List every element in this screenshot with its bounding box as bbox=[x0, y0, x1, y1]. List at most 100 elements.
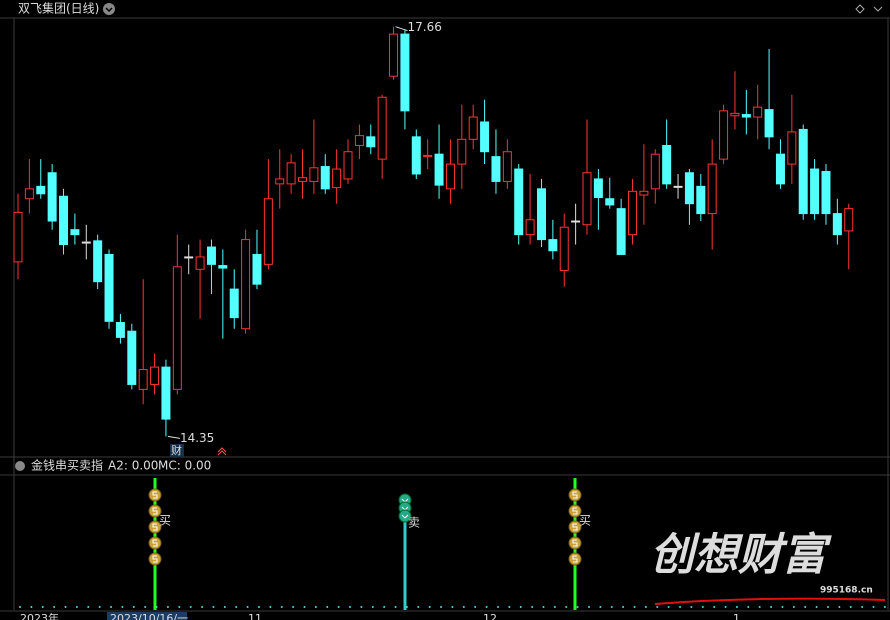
high-label: 17.66 bbox=[408, 20, 442, 34]
candle-body bbox=[389, 33, 399, 77]
baseline-dot bbox=[87, 606, 90, 608]
candle-body bbox=[13, 211, 23, 263]
low-pointer bbox=[167, 435, 181, 439]
baseline-dot bbox=[292, 606, 295, 608]
candle-body bbox=[673, 185, 683, 188]
baseline-dot bbox=[269, 606, 272, 608]
candle-body bbox=[354, 135, 364, 147]
baseline-dot bbox=[337, 606, 340, 608]
baseline-dot bbox=[110, 606, 113, 608]
candle-body bbox=[480, 121, 490, 153]
baseline-dot bbox=[508, 606, 511, 608]
candle-body bbox=[229, 288, 239, 319]
candle-body bbox=[719, 110, 729, 160]
baseline-dot bbox=[861, 606, 864, 608]
baseline-dot bbox=[314, 606, 317, 608]
baseline-dot bbox=[428, 606, 431, 608]
candle-body bbox=[24, 188, 34, 200]
baseline-dot bbox=[75, 606, 78, 608]
candle-body bbox=[309, 167, 319, 182]
coin-mark bbox=[572, 507, 578, 515]
candle-body bbox=[275, 178, 285, 185]
candle-body bbox=[832, 213, 842, 236]
baseline-dot bbox=[201, 606, 204, 608]
candle-body bbox=[628, 190, 638, 236]
baseline-dot bbox=[223, 606, 226, 608]
baseline-dot bbox=[701, 606, 704, 608]
candle-body bbox=[468, 116, 478, 140]
candle-body bbox=[81, 241, 91, 244]
coin-mark bbox=[152, 523, 158, 531]
candle-body bbox=[184, 256, 194, 259]
baseline-dot bbox=[383, 606, 386, 608]
diamond-icon[interactable] bbox=[855, 4, 865, 14]
signal-label: 买 bbox=[579, 514, 591, 528]
baseline-dot bbox=[542, 606, 545, 608]
candle-body bbox=[366, 136, 376, 148]
baseline-dot bbox=[326, 606, 329, 608]
baseline-dot bbox=[667, 606, 670, 608]
candle-body bbox=[696, 185, 706, 215]
watermark-stroke bbox=[654, 597, 886, 605]
candle-body bbox=[104, 253, 114, 322]
baseline-dot bbox=[405, 606, 408, 608]
candle-body bbox=[798, 128, 808, 215]
candle-body bbox=[753, 106, 763, 118]
baseline-dot bbox=[121, 606, 124, 608]
candle-body bbox=[127, 330, 137, 385]
marker-box[interactable] bbox=[170, 444, 184, 457]
candle-body bbox=[138, 369, 148, 390]
coin-mark bbox=[152, 491, 158, 499]
candle-body bbox=[298, 177, 307, 182]
sell-chevron bbox=[401, 514, 409, 519]
indicator-a2: A2: 0.00 bbox=[108, 459, 158, 473]
indicator-name: 金钱串买卖指 bbox=[31, 458, 103, 473]
candle-body bbox=[844, 208, 854, 232]
coin-mark bbox=[152, 555, 158, 563]
candle-body bbox=[263, 198, 273, 265]
candle-body bbox=[377, 96, 387, 160]
baseline-dot bbox=[371, 606, 374, 608]
baseline-dot bbox=[41, 606, 44, 608]
candle-body bbox=[536, 188, 546, 241]
indicator-dropdown[interactable] bbox=[15, 461, 25, 471]
title-dropdown[interactable] bbox=[103, 3, 115, 15]
candle-body bbox=[502, 151, 512, 182]
candle-body bbox=[730, 112, 740, 117]
candle-body bbox=[206, 246, 216, 265]
baseline-dot bbox=[599, 606, 602, 608]
candle-body bbox=[514, 168, 524, 236]
baseline-dot bbox=[19, 606, 21, 608]
candle-body bbox=[810, 168, 820, 215]
coin-mark bbox=[572, 555, 578, 563]
baseline-dot bbox=[838, 606, 841, 608]
candle-body bbox=[320, 166, 330, 190]
baseline-dot bbox=[496, 606, 499, 608]
candle-body bbox=[491, 156, 501, 182]
baseline-dot bbox=[257, 606, 260, 608]
candle-body bbox=[343, 151, 353, 180]
candle-body bbox=[93, 240, 103, 283]
baseline-dot bbox=[644, 606, 647, 608]
baseline-dot bbox=[758, 606, 761, 608]
candle-body bbox=[286, 162, 296, 185]
candle-body bbox=[161, 366, 171, 420]
collapse-icon[interactable] bbox=[873, 6, 883, 12]
candle-body bbox=[707, 163, 717, 215]
x-axis-label: 2023年 bbox=[20, 611, 59, 620]
baseline-dot bbox=[235, 606, 238, 608]
candle-body bbox=[775, 153, 785, 185]
baseline-dot bbox=[166, 606, 169, 608]
baseline-dot bbox=[64, 606, 67, 608]
baseline-dot bbox=[178, 606, 181, 608]
baseline-dot bbox=[132, 606, 135, 608]
candle-body bbox=[559, 226, 569, 272]
baseline-dot bbox=[462, 606, 465, 608]
baseline-dot bbox=[155, 606, 158, 608]
candle-body bbox=[411, 136, 421, 175]
candle-body bbox=[150, 366, 160, 385]
candle-body bbox=[593, 178, 603, 199]
baseline-dot bbox=[553, 606, 556, 608]
